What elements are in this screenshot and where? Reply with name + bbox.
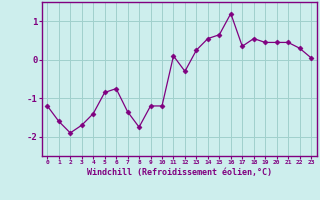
X-axis label: Windchill (Refroidissement éolien,°C): Windchill (Refroidissement éolien,°C)	[87, 168, 272, 177]
